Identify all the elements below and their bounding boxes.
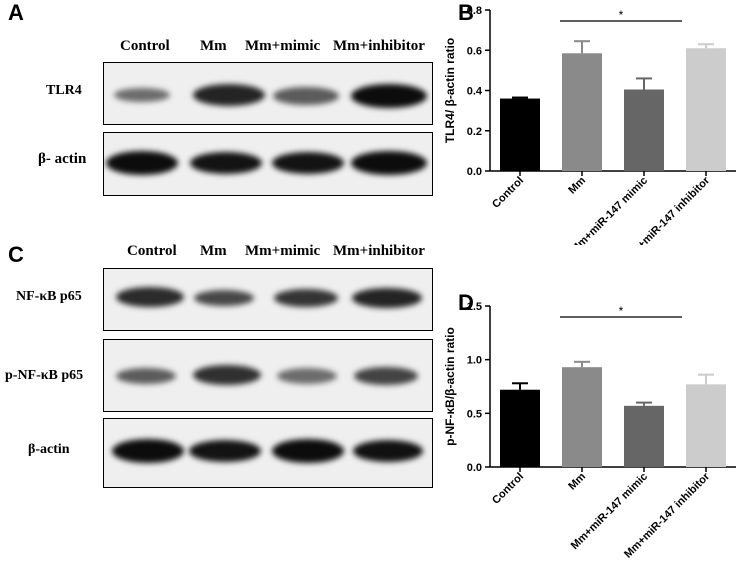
panel-letter-c: C bbox=[8, 242, 24, 267]
band-tlr4-mm bbox=[193, 84, 265, 106]
band-actin-c-mm bbox=[189, 440, 261, 462]
chart-b-ytick-label-3: 0.6 bbox=[467, 45, 482, 57]
blot-bands-nfkb-p65 bbox=[116, 287, 422, 308]
panel-letter-d: D bbox=[458, 290, 474, 315]
lane-label-mm-inhibitor-c: Mm+inhibitor bbox=[333, 243, 425, 259]
band-actin-c-mimic bbox=[272, 439, 344, 463]
chart-d-ytick-label-0: 0.0 bbox=[467, 462, 482, 474]
blot-frame-nfkb-p65 bbox=[103, 268, 433, 331]
chart-b-ytick-label-2: 0.4 bbox=[467, 86, 483, 98]
band-actin-a-inhibitor bbox=[351, 151, 427, 175]
blot-bands-tlr4 bbox=[114, 84, 427, 108]
blot-label-beta-actin-a: β- actin bbox=[38, 151, 87, 167]
band-actin-c-control bbox=[112, 439, 184, 463]
panel-letter-b: B bbox=[458, 0, 474, 25]
chart-b-xtick-label-0: Control bbox=[490, 175, 526, 211]
blot-frame-p-nfkb-p65 bbox=[103, 339, 433, 412]
chart-d: 0.0 0.5 1.0 1.5 p-NF-κB/β-actin ratio Control… bbox=[443, 301, 736, 561]
panel-letter-a: A bbox=[8, 0, 24, 25]
blot-frame-beta-actin-a bbox=[103, 132, 433, 196]
band-pnfkb-mm bbox=[193, 365, 261, 385]
chart-b-ytick-label-4: 0.8 bbox=[467, 5, 482, 17]
band-nfkb-inhibitor bbox=[352, 288, 422, 308]
band-tlr4-control bbox=[114, 88, 170, 102]
chart-b-xtick-label-1: Mm bbox=[566, 174, 588, 196]
chart-d-bar-1 bbox=[562, 367, 602, 467]
blot-frame-tlr4 bbox=[103, 62, 433, 125]
band-pnfkb-mimic bbox=[277, 368, 337, 384]
chart-b-bar-0 bbox=[500, 98, 540, 171]
chart-d-ytick-label-3: 1.5 bbox=[467, 301, 482, 313]
band-tlr4-inhibitor bbox=[351, 84, 427, 108]
chart-b-ytick-label-0: 0.0 bbox=[467, 166, 482, 178]
blot-label-nfkb-p65: NF-κB p65 bbox=[16, 289, 82, 304]
band-nfkb-mm bbox=[194, 290, 254, 306]
chart-d-xtick-label-0: Control bbox=[490, 471, 526, 507]
lane-label-mm-c: Mm bbox=[200, 243, 227, 259]
lane-label-mm-mimic: Mm+mimic bbox=[245, 38, 321, 54]
blot-bands-p-nfkb-p65 bbox=[116, 365, 418, 385]
blot-label-beta-actin-c: β-actin bbox=[28, 442, 70, 457]
blot-frame-beta-actin-c bbox=[103, 418, 433, 488]
chart-b-bar-3 bbox=[686, 48, 726, 171]
chart-d-xtick-label-1: Mm bbox=[566, 470, 588, 492]
lane-label-control: Control bbox=[120, 38, 170, 54]
band-pnfkb-control bbox=[116, 368, 176, 384]
chart-b-bar-2 bbox=[624, 89, 664, 171]
blot-label-p-nfkb-p65: p-NF-κB p65 bbox=[5, 368, 84, 383]
chart-d-ytick-label-2: 1.0 bbox=[467, 355, 482, 367]
lane-label-mm-mimic-c: Mm+mimic bbox=[245, 243, 321, 259]
band-tlr4-mimic bbox=[273, 87, 339, 105]
chart-d-bar-2 bbox=[624, 405, 664, 467]
band-actin-a-mimic bbox=[272, 152, 344, 174]
chart-d-ytick-label-1: 0.5 bbox=[467, 408, 482, 420]
band-nfkb-mimic bbox=[274, 289, 338, 307]
chart-d-bar-0 bbox=[500, 389, 540, 467]
chart-d-ylabel: p-NF-κB/β-actin ratio bbox=[443, 327, 457, 446]
chart-d-bar-3 bbox=[686, 384, 726, 467]
chart-b-bar-1 bbox=[562, 53, 602, 171]
chart-b-significance-star: * bbox=[619, 8, 624, 22]
blot-bands-beta-actin-c bbox=[112, 439, 423, 463]
blot-label-tlr4: TLR4 bbox=[46, 83, 82, 98]
band-actin-a-control bbox=[106, 151, 178, 175]
band-actin-c-inhibitor bbox=[353, 440, 423, 462]
band-nfkb-control bbox=[116, 287, 184, 307]
band-actin-a-mm bbox=[190, 152, 262, 174]
lane-label-control-c: Control bbox=[127, 243, 177, 259]
lane-label-mm-inhibitor: Mm+inhibitor bbox=[333, 38, 425, 54]
chart-b: 0.0 0.2 0.4 0.6 0.8 TLR4/ β-actin ratio Contro… bbox=[443, 5, 736, 245]
chart-b-ylabel: TLR4/ β-actin ratio bbox=[443, 38, 457, 143]
lane-label-mm: Mm bbox=[200, 38, 227, 54]
blot-bands-beta-actin-a bbox=[106, 151, 427, 175]
chart-d-significance-star: * bbox=[619, 304, 624, 318]
chart-b-ytick-label-1: 0.2 bbox=[467, 126, 482, 138]
band-pnfkb-inhibitor bbox=[354, 367, 418, 385]
